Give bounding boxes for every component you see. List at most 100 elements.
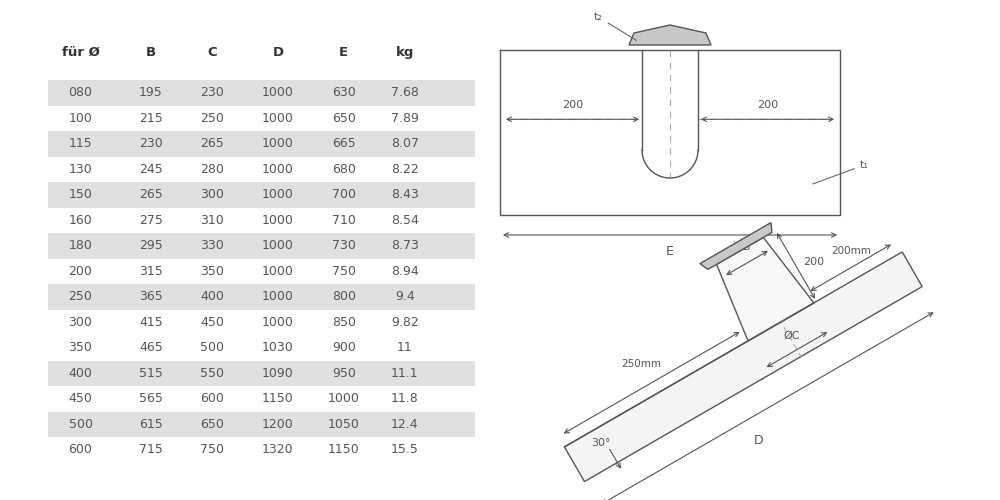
Text: 515: 515 (139, 367, 163, 380)
Text: 1320: 1320 (262, 443, 294, 456)
Text: 11.8: 11.8 (391, 392, 419, 405)
Text: 550: 550 (200, 367, 224, 380)
Text: 30°: 30° (591, 438, 611, 448)
Text: 1000: 1000 (262, 265, 294, 278)
Text: 11.1: 11.1 (391, 367, 419, 380)
Text: 9.4: 9.4 (395, 290, 415, 303)
Polygon shape (629, 25, 711, 45)
Text: 1050: 1050 (328, 418, 360, 430)
Text: 350: 350 (200, 265, 224, 278)
Text: 150: 150 (69, 188, 92, 201)
Text: 310: 310 (200, 214, 224, 227)
Text: 1000: 1000 (262, 188, 294, 201)
Text: D: D (754, 434, 764, 447)
Text: 500: 500 (68, 418, 92, 430)
Text: D: D (272, 46, 283, 59)
Text: 1000: 1000 (262, 112, 294, 124)
Text: 080: 080 (68, 86, 92, 99)
FancyBboxPatch shape (48, 106, 475, 131)
FancyBboxPatch shape (48, 412, 475, 437)
Text: 1000: 1000 (262, 316, 294, 329)
Text: 415: 415 (139, 316, 163, 329)
Text: 200: 200 (757, 100, 778, 110)
Text: 565: 565 (139, 392, 163, 405)
Text: t₂: t₂ (594, 12, 637, 40)
FancyBboxPatch shape (48, 386, 475, 411)
Text: 630: 630 (332, 86, 356, 99)
FancyBboxPatch shape (48, 80, 475, 106)
Text: 265: 265 (139, 188, 163, 201)
Text: 750: 750 (332, 265, 356, 278)
Text: 600: 600 (200, 392, 224, 405)
Text: 500: 500 (200, 342, 224, 354)
Text: 1000: 1000 (262, 137, 294, 150)
Text: 1150: 1150 (328, 443, 360, 456)
Text: 250: 250 (69, 290, 92, 303)
Text: für Ø: für Ø (62, 46, 99, 59)
Text: 180: 180 (69, 240, 92, 252)
Text: 710: 710 (332, 214, 356, 227)
Polygon shape (700, 222, 772, 270)
Text: 245: 245 (139, 163, 163, 176)
Text: 1000: 1000 (262, 214, 294, 227)
Text: 12.4: 12.4 (391, 418, 419, 430)
Text: 1150: 1150 (262, 392, 294, 405)
Text: 230: 230 (200, 86, 224, 99)
Text: E: E (666, 245, 674, 258)
Text: 15.5: 15.5 (391, 443, 419, 456)
FancyBboxPatch shape (48, 437, 475, 462)
Text: 275: 275 (139, 214, 163, 227)
Text: 800: 800 (332, 290, 356, 303)
FancyBboxPatch shape (48, 284, 475, 310)
FancyBboxPatch shape (48, 258, 475, 284)
Text: 1000: 1000 (262, 163, 294, 176)
Text: 900: 900 (332, 342, 356, 354)
FancyBboxPatch shape (48, 208, 475, 233)
Text: 615: 615 (139, 418, 163, 430)
Text: 8.22: 8.22 (391, 163, 419, 176)
Text: 1090: 1090 (262, 367, 294, 380)
Text: 300: 300 (200, 188, 224, 201)
Text: 1030: 1030 (262, 342, 294, 354)
Text: 715: 715 (139, 443, 163, 456)
Text: 650: 650 (332, 112, 356, 124)
Text: 600: 600 (69, 443, 92, 456)
Text: 680: 680 (332, 163, 356, 176)
Text: 1000: 1000 (328, 392, 360, 405)
FancyBboxPatch shape (48, 156, 475, 182)
Text: 130: 130 (69, 163, 92, 176)
Text: 400: 400 (69, 367, 92, 380)
Text: ØC: ØC (784, 331, 800, 341)
Text: 8.94: 8.94 (391, 265, 419, 278)
Text: 295: 295 (139, 240, 163, 252)
Text: 200: 200 (803, 257, 824, 267)
Text: 400: 400 (200, 290, 224, 303)
Text: 280: 280 (200, 163, 224, 176)
Text: 160: 160 (69, 214, 92, 227)
Text: 650: 650 (200, 418, 224, 430)
Text: 450: 450 (69, 392, 92, 405)
Text: 450: 450 (200, 316, 224, 329)
Text: 11: 11 (397, 342, 413, 354)
Text: 350: 350 (69, 342, 92, 354)
Text: 8.07: 8.07 (391, 137, 419, 150)
Text: 115: 115 (69, 137, 92, 150)
Text: 7.89: 7.89 (391, 112, 419, 124)
Text: 950: 950 (332, 367, 356, 380)
Text: 200: 200 (562, 100, 583, 110)
Text: 200mm: 200mm (831, 246, 871, 256)
Text: 315: 315 (139, 265, 163, 278)
Text: 850: 850 (332, 316, 356, 329)
Text: 1000: 1000 (262, 240, 294, 252)
Text: 230: 230 (139, 137, 163, 150)
FancyBboxPatch shape (48, 335, 475, 360)
Text: B: B (146, 46, 156, 59)
Text: 1000: 1000 (262, 86, 294, 99)
Text: 195: 195 (139, 86, 163, 99)
Text: 665: 665 (332, 137, 356, 150)
Text: 700: 700 (332, 188, 356, 201)
Polygon shape (564, 252, 922, 482)
FancyBboxPatch shape (48, 360, 475, 386)
Text: 465: 465 (139, 342, 163, 354)
Text: 750: 750 (200, 443, 224, 456)
